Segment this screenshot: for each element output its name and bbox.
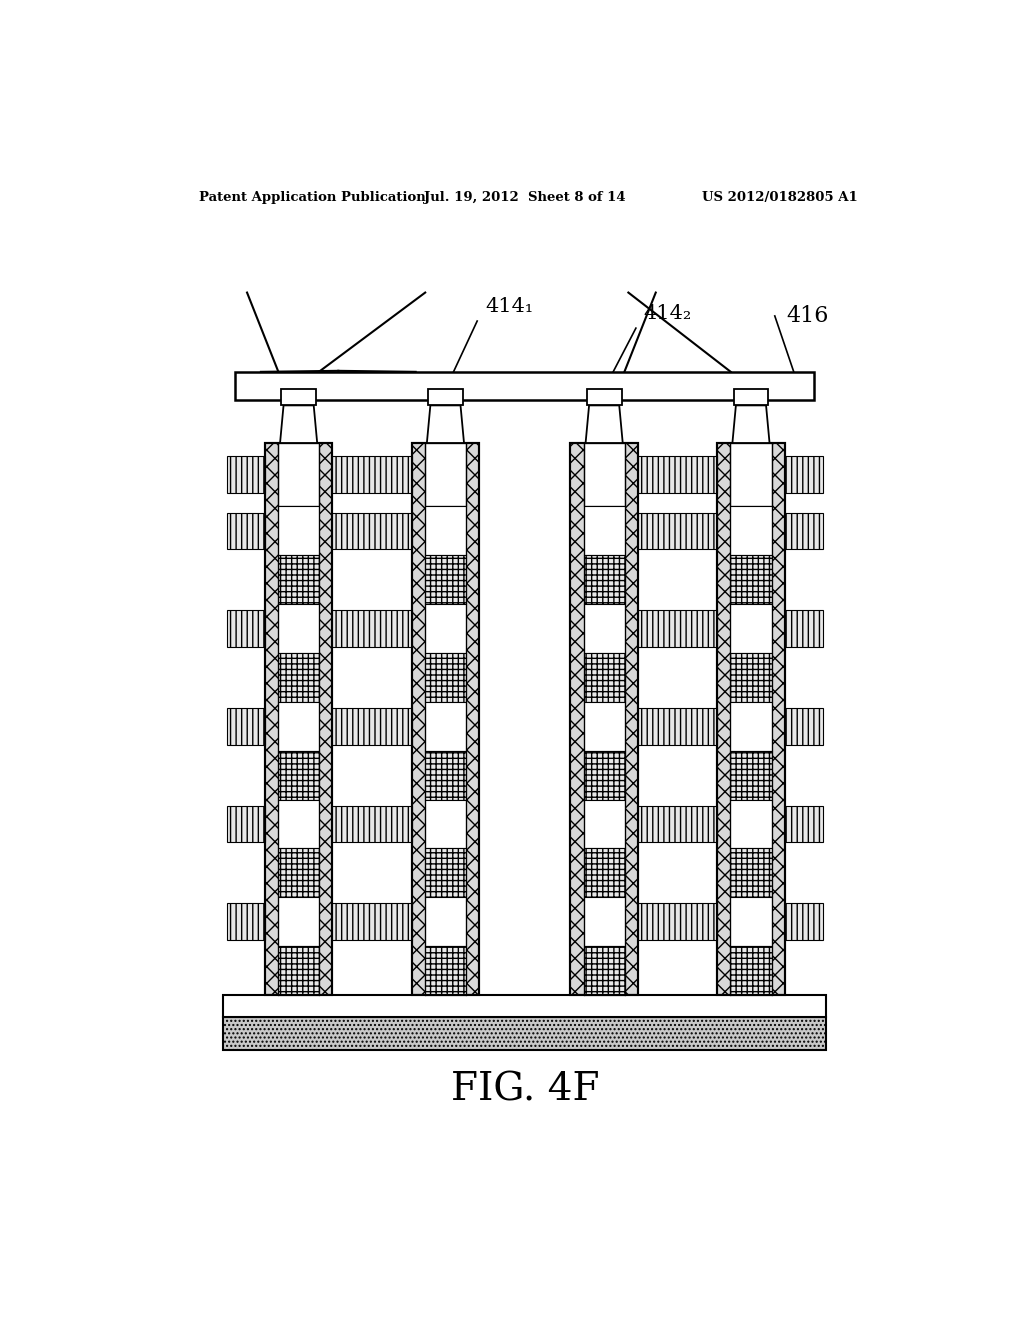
Bar [584, 898, 625, 946]
Bar [265, 444, 333, 995]
Bar [784, 708, 823, 744]
Bar [584, 507, 625, 556]
Bar [730, 946, 772, 995]
Bar [584, 444, 625, 507]
Bar [730, 702, 772, 751]
Bar [226, 610, 265, 647]
Polygon shape [427, 405, 464, 444]
Bar [425, 751, 466, 800]
Bar [223, 995, 826, 1018]
Bar [638, 708, 717, 744]
Bar [638, 512, 717, 549]
Text: FIG. 4F: FIG. 4F [451, 1072, 599, 1109]
Bar [784, 512, 823, 549]
Bar [730, 653, 772, 702]
Bar [730, 444, 772, 507]
Bar [584, 849, 625, 898]
Bar [278, 605, 319, 653]
Bar [282, 389, 316, 405]
Bar [638, 903, 717, 940]
Bar [717, 444, 784, 995]
Bar [236, 372, 814, 400]
Bar [638, 805, 717, 842]
Bar [333, 512, 412, 549]
Bar [425, 444, 466, 507]
Bar [226, 805, 265, 842]
Bar [584, 605, 625, 653]
Bar [784, 903, 823, 940]
Bar [784, 610, 823, 647]
Bar [278, 946, 319, 995]
Bar [226, 903, 265, 940]
Bar [223, 1018, 826, 1049]
Bar [278, 444, 319, 995]
Bar [638, 457, 717, 494]
Bar [733, 389, 768, 405]
Bar [584, 946, 625, 995]
Bar [730, 605, 772, 653]
Bar [425, 507, 466, 556]
Bar [425, 849, 466, 898]
Bar [730, 507, 772, 556]
Polygon shape [732, 405, 770, 444]
Bar [584, 800, 625, 849]
Bar [278, 800, 319, 849]
Bar [412, 444, 479, 995]
Text: 416: 416 [786, 305, 829, 327]
Bar [570, 444, 638, 995]
Bar [730, 751, 772, 800]
Bar [333, 805, 412, 842]
Bar [278, 898, 319, 946]
Bar [278, 556, 319, 605]
Bar [278, 849, 319, 898]
Bar [584, 653, 625, 702]
Bar [278, 444, 319, 507]
Bar [570, 444, 638, 995]
Bar [226, 512, 265, 549]
Bar [425, 702, 466, 751]
Polygon shape [586, 405, 623, 444]
Bar [412, 444, 479, 995]
Bar [333, 903, 412, 940]
Bar [278, 507, 319, 556]
Bar [278, 653, 319, 702]
Text: Jul. 19, 2012  Sheet 8 of 14: Jul. 19, 2012 Sheet 8 of 14 [424, 191, 626, 203]
Bar [587, 389, 622, 405]
Bar [226, 457, 265, 494]
Bar [425, 556, 466, 605]
Bar [717, 444, 784, 995]
Bar [333, 457, 412, 494]
Bar [638, 610, 717, 647]
Bar [730, 800, 772, 849]
Bar [333, 708, 412, 744]
Polygon shape [280, 405, 317, 444]
Bar [584, 702, 625, 751]
Bar [265, 444, 333, 995]
Bar [425, 605, 466, 653]
Bar [226, 708, 265, 744]
Bar [784, 805, 823, 842]
Bar [584, 751, 625, 800]
Text: US 2012/0182805 A1: US 2012/0182805 A1 [702, 191, 858, 203]
Bar [278, 751, 319, 800]
Bar [425, 444, 466, 995]
Bar [730, 898, 772, 946]
Bar [425, 800, 466, 849]
Bar [333, 610, 412, 647]
Bar [425, 653, 466, 702]
Text: 414₁: 414₁ [485, 297, 534, 315]
Text: Patent Application Publication: Patent Application Publication [200, 191, 426, 203]
Bar [425, 946, 466, 995]
Bar [730, 444, 772, 995]
Bar [784, 457, 823, 494]
Bar [425, 898, 466, 946]
Text: 414₂: 414₂ [644, 304, 692, 323]
Bar [584, 444, 625, 995]
Bar [730, 849, 772, 898]
Bar [278, 702, 319, 751]
Bar [584, 556, 625, 605]
Bar [428, 389, 463, 405]
Bar [730, 556, 772, 605]
